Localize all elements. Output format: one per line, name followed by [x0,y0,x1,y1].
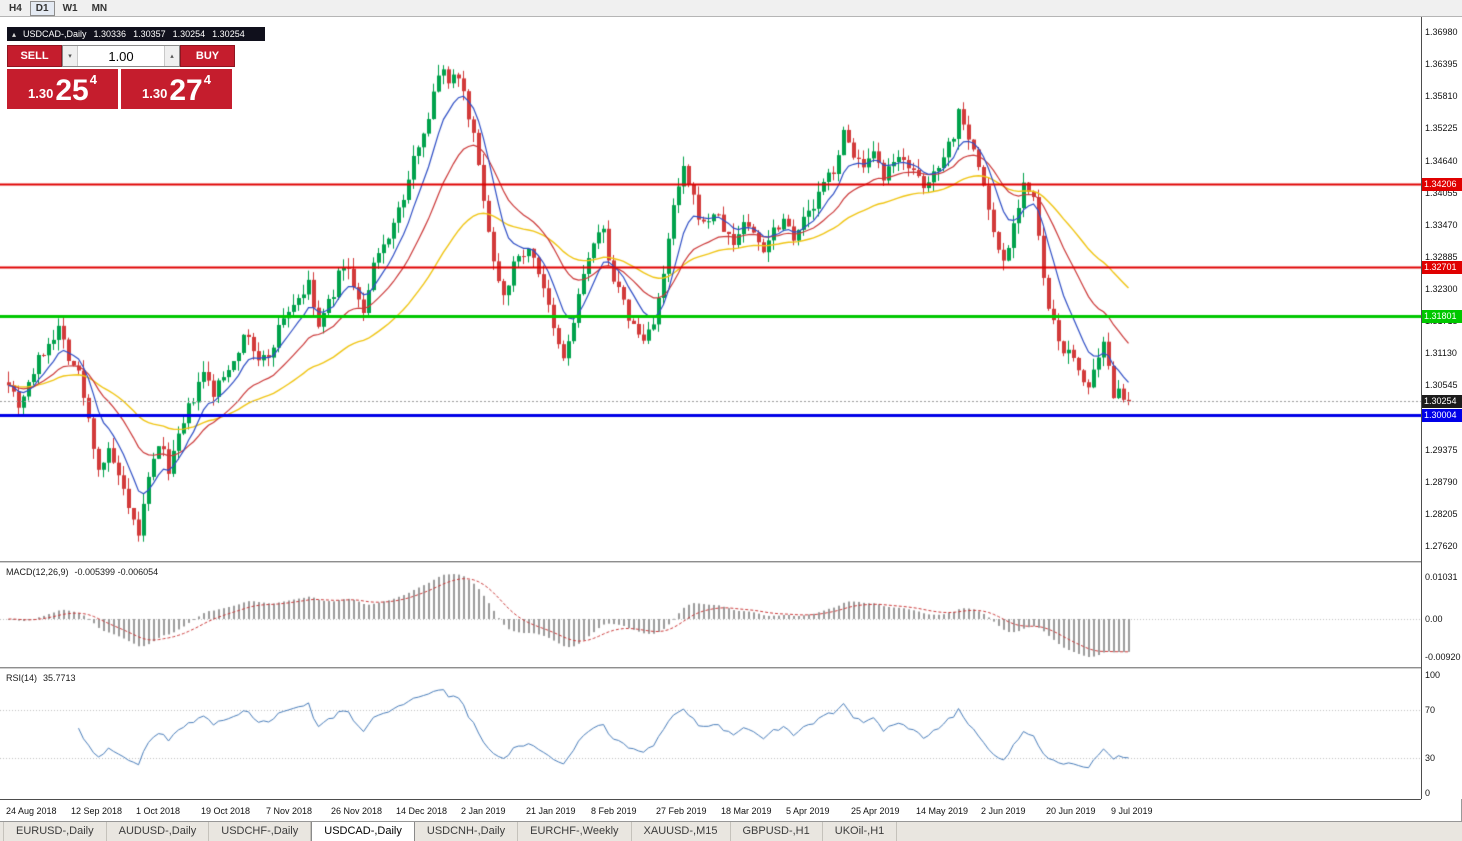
rsi-value: 35.7713 [43,673,76,683]
rsi-axis-label: 0 [1425,788,1431,798]
chart-tab-usdchf-daily[interactable]: USDCHF-,Daily [209,822,312,841]
date-axis-label: 19 Oct 2018 [201,806,251,816]
price-axis-label: 1.27620 [1425,540,1458,551]
macd-axis-label: -0.00920 [1425,651,1461,662]
buy-price-big-digits: 27 [169,74,203,107]
volume-control: ▾ ▴ [62,45,180,67]
timeframe-button-w1[interactable]: W1 [62,2,78,14]
ohlc-close: 1.30254 [212,29,245,39]
macd-name: MACD(12,26,9) [6,567,69,577]
volume-up-button[interactable]: ▴ [164,46,179,66]
date-axis-label: 7 Nov 2018 [266,806,313,816]
timeframe-button-d1[interactable]: D1 [29,0,55,16]
hline-price-badge: 1.31801 [1422,310,1462,323]
buy-price-pipette: 4 [203,72,211,87]
sell-price-display[interactable]: 1.30 25 4 [7,69,118,109]
date-axis-label: 24 Aug 2018 [6,806,57,816]
chart-tab-usdcnh-daily[interactable]: USDCNH-,Daily [415,822,519,841]
price-axis-label: 1.28205 [1425,508,1458,519]
volume-input[interactable] [78,46,164,66]
price-axis-label: 1.29375 [1425,444,1458,455]
buy-button[interactable]: BUY [180,45,235,67]
price-axis-label: 1.30545 [1425,380,1458,391]
hline-price-badge: 1.34206 [1422,178,1462,191]
price-axis-label: 1.31130 [1425,348,1457,359]
rsi-axis-label: 100 [1425,670,1441,680]
timeframe-button-mn[interactable]: MN [91,2,108,14]
macd-axis-label: 0.01031 [1425,571,1458,582]
date-axis-label: 26 Nov 2018 [331,806,383,816]
sell-button[interactable]: SELL [7,45,62,67]
date-axis-label: 5 Apr 2019 [786,806,830,816]
timeframe-button-h4[interactable]: H4 [9,2,22,14]
timeframe-toolbar: H4 D1 W1 MN [0,0,1462,17]
price-axis-label: 1.36395 [1425,59,1458,70]
macd-values: -0.005399 -0.006054 [74,567,159,577]
ohlc-open: 1.30336 [93,29,127,39]
collapse-arrow-icon[interactable]: ▴ [12,29,17,39]
one-click-header[interactable]: ▴ USDCAD-,Daily 1.30336 1.30357 1.30254 … [7,27,265,41]
buy-price-prefix: 1.30 [142,86,168,101]
date-axis-label: 1 Oct 2018 [136,806,181,816]
rsi-canvas[interactable] [0,669,1421,799]
price-axis-label: 1.32300 [1425,284,1458,294]
chart-tab-audusd-daily[interactable]: AUDUSD-,Daily [107,822,210,841]
date-axis-label: 12 Sep 2018 [71,806,123,816]
price-axis-label: 1.33470 [1425,219,1458,230]
one-click-price-displays: 1.30 25 4 1.30 27 4 [7,69,232,109]
chart-tab-eurusd-daily[interactable]: EURUSD-,Daily [3,822,107,841]
sell-price-prefix: 1.30 [28,86,54,101]
chart-tab-eurchf-weekly[interactable]: EURCHF-,Weekly [518,822,632,841]
buy-price-display[interactable]: 1.30 27 4 [121,69,232,109]
price-axis-label: 1.34055 [1425,187,1458,198]
price-axis-label: 1.36980 [1425,27,1458,38]
chart-tab-xauusd-m15[interactable]: XAUUSD-,M15 [632,822,731,841]
date-axis-label: 8 Feb 2019 [591,806,637,816]
price-chart-canvas[interactable] [0,17,1421,561]
pane-splitter[interactable] [0,667,1462,669]
date-axis-label: 14 May 2019 [916,806,969,816]
macd-axis-label: 0.00 [1425,614,1443,624]
price-axis-label: 1.35810 [1425,91,1458,102]
macd-indicator-label: MACD(12,26,9) -0.005399 -0.006054 [6,567,158,577]
hline-price-badge: 1.32701 [1422,261,1462,274]
pane-splitter[interactable] [0,561,1462,563]
one-click-trade-row: SELL ▾ ▴ BUY [7,45,235,67]
rsi-axis-label: 30 [1425,752,1436,763]
date-axis-label: 21 Jan 2019 [526,806,576,816]
price-axis-label: 1.35225 [1425,123,1458,134]
ohlc-low: 1.30254 [172,29,206,39]
chart-tab-bar: EURUSD-,Daily AUDUSD-,Daily USDCHF-,Daily U… [0,821,1462,841]
date-axis-label: 25 Apr 2019 [851,806,900,816]
date-axis-label: 2 Jan 2019 [461,806,506,816]
hline-price-badge: 1.30004 [1422,409,1462,422]
price-scale[interactable]: 1.36980 1.36395 1.35810 1.35225 1.34640 1.340… [1421,17,1462,799]
rsi-axis-label: 70 [1425,705,1436,716]
sell-price-pipette: 4 [89,72,97,87]
date-axis-label: 2 Jun 2019 [981,806,1026,816]
sell-price-big-digits: 25 [55,74,89,107]
date-axis-label: 14 Dec 2018 [396,806,448,816]
ohlc-high: 1.30357 [133,29,166,39]
rsi-name: RSI(14) [6,673,38,683]
date-scale[interactable]: 24 Aug 2018 12 Sep 2018 1 Oct 2018 19 Oct 2… [0,799,1421,821]
chart-tab-usdcad-daily[interactable]: USDCAD-,Daily [311,822,415,841]
volume-down-button[interactable]: ▾ [63,46,78,66]
price-axis-label: 1.32885 [1425,251,1458,262]
current-price-badge: 1.30254 [1422,395,1462,408]
date-axis-label: 9 Jul 2019 [1111,806,1153,816]
price-axis-label: 1.28790 [1425,476,1458,487]
chart-symbol-period: USDCAD-,Daily [23,29,87,39]
price-axis-label: 1.34640 [1425,155,1458,166]
date-axis-label: 20 Jun 2019 [1046,806,1096,816]
date-axis-label: 27 Feb 2019 [656,806,707,816]
chart-tab-ukoil-h1[interactable]: UKOil-,H1 [823,822,898,841]
chart-tab-gbpusd-h1[interactable]: GBPUSD-,H1 [731,822,823,841]
date-axis-label: 18 Mar 2019 [721,806,772,816]
rsi-indicator-label: RSI(14) 35.7713 [6,673,76,683]
macd-canvas[interactable] [0,563,1421,667]
